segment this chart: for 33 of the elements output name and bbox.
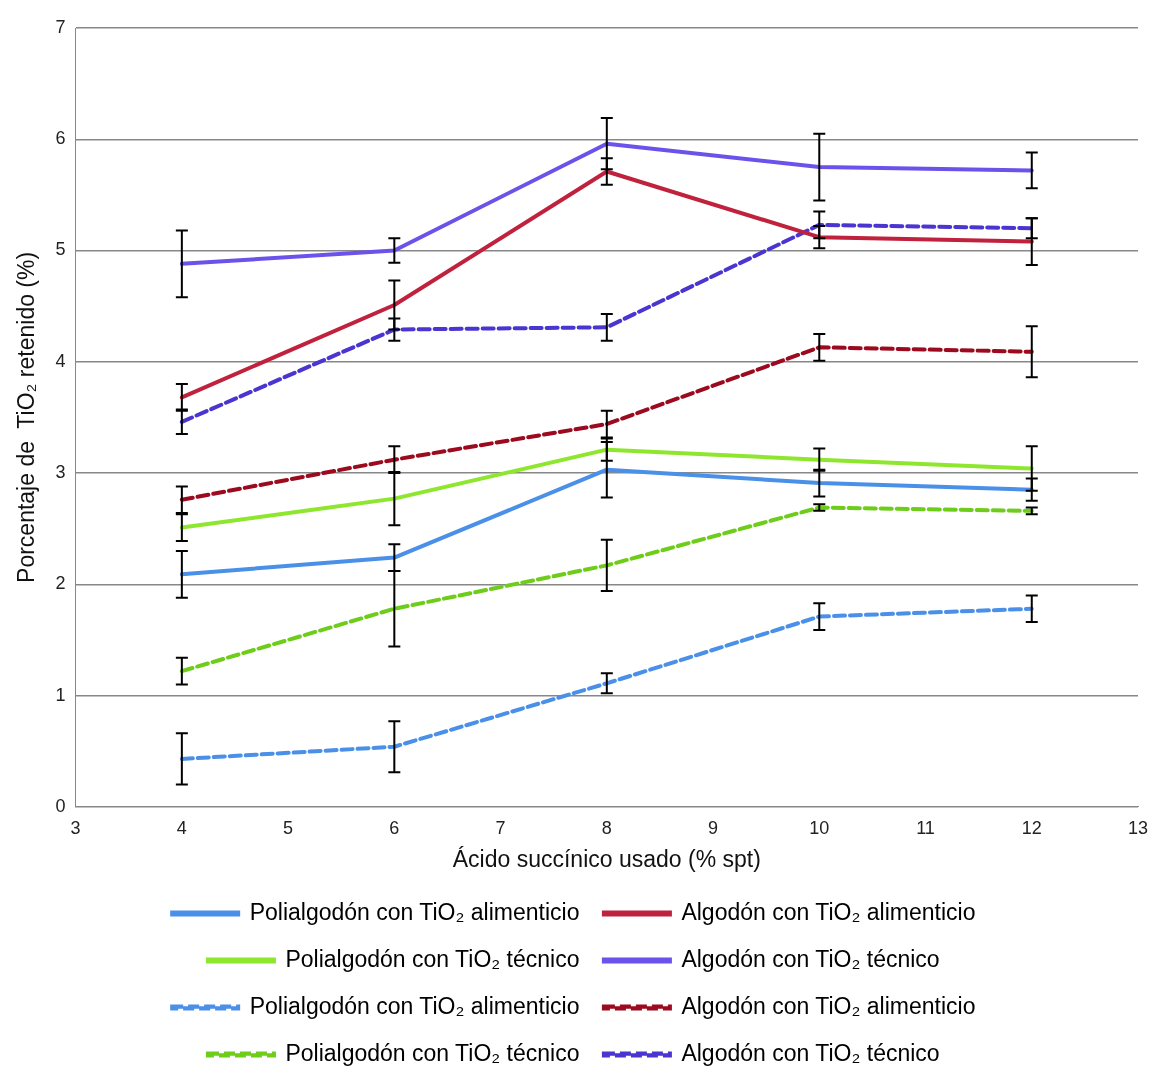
x-tick-label: 10 <box>809 817 830 838</box>
x-axis-title: Ácido succínico usado (% spt) <box>452 845 761 872</box>
x-tick-label: 6 <box>389 817 400 838</box>
y-tick-label: 4 <box>55 350 66 371</box>
line-series <box>179 345 1034 502</box>
x-tick-label: 7 <box>495 817 506 838</box>
legend-label: Algodón con TiO₂ alimenticio <box>681 898 976 925</box>
y-tick-label: 7 <box>55 16 66 37</box>
legend-label: Algodón con TiO₂ técnico <box>681 1039 940 1066</box>
y-axis-title: Porcentaje de TiO₂ retenido (%) <box>13 251 40 583</box>
x-tick-label: 11 <box>916 817 935 838</box>
x-tick-label: 3 <box>70 817 81 838</box>
x-tick-label: 8 <box>601 817 612 838</box>
y-tick-label: 5 <box>55 239 66 260</box>
x-tick-label: 12 <box>1021 817 1042 838</box>
line-series <box>179 505 1034 674</box>
y-tick-label: 6 <box>55 128 66 149</box>
x-tick-label: 4 <box>176 817 187 838</box>
x-tick-label: 5 <box>283 817 294 838</box>
legend-label: Polialgodón con TiO₂ técnico <box>285 1039 580 1066</box>
legend-label: Polialgodón con TiO₂ alimenticio <box>249 898 580 925</box>
line-series <box>179 222 1034 424</box>
legend-label: Polialgodón con TiO₂ técnico <box>285 945 580 972</box>
line-series <box>179 606 1034 761</box>
legend-label: Algodón con TiO₂ técnico <box>681 945 940 972</box>
y-tick-label: 0 <box>55 795 66 816</box>
y-tick-label: 3 <box>55 462 66 482</box>
legend-label: Polialgodón con TiO₂ alimenticio <box>249 992 580 1019</box>
y-tick-label: 2 <box>55 573 66 594</box>
x-tick-label: 13 <box>1127 817 1149 838</box>
y-tick-label: 1 <box>55 684 66 705</box>
legend-label: Algodón con TiO₂ alimenticio <box>681 992 976 1019</box>
x-tick-label: 9 <box>708 817 719 838</box>
